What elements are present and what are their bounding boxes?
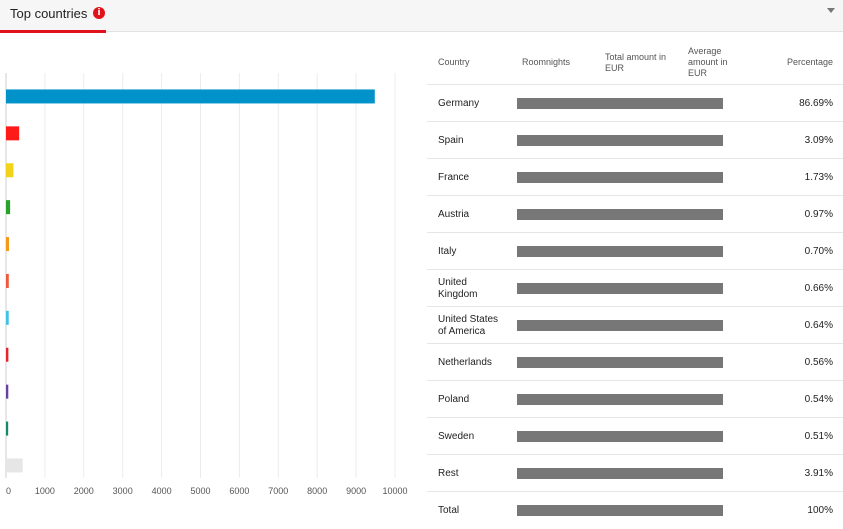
percentage-cell: 3.91%: [804, 468, 833, 479]
redacted-values: [517, 98, 723, 109]
bar-spain[interactable]: [6, 126, 20, 141]
redacted-values: [517, 357, 723, 368]
widget-title: Top countries: [10, 6, 88, 21]
bar-france[interactable]: [6, 163, 14, 178]
column-header-percentage: Percentage: [786, 57, 833, 67]
redacted-values: [517, 431, 723, 442]
bar-united-kingdom[interactable]: [6, 273, 9, 288]
x-tick-label: 3000: [113, 486, 133, 496]
column-header-roomnights: Roomnights: [522, 57, 571, 67]
redacted-values: [517, 468, 723, 479]
bar-germany[interactable]: [6, 89, 375, 104]
table-row: Austria 0.97%: [427, 196, 843, 233]
country-cell: Rest: [438, 467, 459, 479]
x-tick-label: 5000: [190, 486, 210, 496]
percentage-cell: 0.97%: [804, 209, 833, 220]
table-body: Germany 86.69% Spain 3.09% France 1.73% Aus…: [427, 85, 843, 529]
x-tick-label: 8000: [307, 486, 327, 496]
table-row: Netherlands 0.56%: [427, 344, 843, 381]
x-tick-label: 9000: [346, 486, 366, 496]
country-cell: Germany: [438, 97, 480, 109]
percentage-cell: 0.56%: [804, 357, 833, 368]
redacted-values: [517, 320, 723, 331]
percentage-cell: 0.54%: [804, 394, 833, 405]
country-cell: Italy: [438, 245, 457, 257]
column-header-average-amount: Average amount in EUR: [688, 46, 728, 78]
percentage-cell: 0.66%: [804, 283, 833, 294]
x-tick-label: 2000: [74, 486, 94, 496]
table-row: Poland 0.54%: [427, 381, 843, 418]
percentage-cell: 86.69%: [799, 98, 833, 109]
redacted-values: [517, 135, 723, 146]
bar-sweden[interactable]: [6, 421, 9, 436]
country-cell: Netherlands: [438, 356, 492, 368]
bar-chart-svg: 0 1000 2000 3000 4000 5000 6000 7000 8000 9000 100…: [5, 73, 408, 496]
bar-united-states-of-america[interactable]: [6, 310, 9, 325]
bar-italy[interactable]: [6, 237, 9, 252]
bar-rest[interactable]: [6, 458, 23, 473]
country-cell: Poland: [438, 393, 470, 405]
table-row: Italy 0.70%: [427, 233, 843, 270]
tab-top-countries[interactable]: Top countries i: [0, 0, 106, 33]
table-row: United Kingdom 0.66%: [427, 270, 843, 307]
redacted-values: [517, 172, 723, 183]
bar-netherlands[interactable]: [6, 347, 9, 362]
country-cell: France: [438, 171, 470, 183]
widget-header: Top countries i: [0, 0, 843, 33]
country-cell: Austria: [438, 208, 470, 220]
chevron-down-icon[interactable]: [827, 8, 835, 13]
country-cell: Sweden: [438, 430, 475, 442]
table-row: Sweden 0.51%: [427, 418, 843, 455]
redacted-values: [517, 246, 723, 257]
redacted-values: [517, 394, 723, 405]
table-row: United States of America 0.64%: [427, 307, 843, 344]
percentage-cell: 100%: [807, 505, 833, 516]
country-cell: United States of America: [438, 313, 499, 337]
table-row: Spain 3.09%: [427, 122, 843, 159]
info-icon[interactable]: i: [93, 7, 105, 19]
bar-chart: 0 1000 2000 3000 4000 5000 6000 7000 8000 9000 100…: [0, 33, 420, 522]
column-header-country: Country: [438, 57, 470, 67]
redacted-values: [517, 283, 723, 294]
country-cell: Spain: [438, 134, 464, 146]
table-row: Rest 3.91%: [427, 455, 843, 492]
x-tick-label: 4000: [152, 486, 172, 496]
redacted-values: [517, 505, 723, 516]
country-cell: Total: [438, 504, 460, 516]
countries-table: Country Roomnights Total amount in EUR A…: [427, 42, 843, 529]
percentage-cell: 3.09%: [804, 135, 833, 146]
x-tick-label: 10000: [382, 486, 407, 496]
column-header-total-amount: Total amount in EUR: [605, 52, 667, 73]
table-row: France 1.73%: [427, 159, 843, 196]
x-tick-label: 1000: [35, 486, 55, 496]
percentage-cell: 0.70%: [804, 246, 833, 257]
x-tick-label: 0: [6, 486, 11, 496]
redacted-values: [517, 209, 723, 220]
bar-poland[interactable]: [6, 384, 9, 399]
x-tick-label: 7000: [268, 486, 288, 496]
percentage-cell: 0.51%: [804, 431, 833, 442]
percentage-cell: 1.73%: [804, 172, 833, 183]
bar-austria[interactable]: [6, 200, 11, 215]
active-tab-indicator: [0, 30, 106, 33]
country-cell: United Kingdom: [438, 276, 478, 300]
table-row-total: Total 100%: [427, 492, 843, 529]
table-header: Country Roomnights Total amount in EUR A…: [427, 42, 843, 85]
table-row: Germany 86.69%: [427, 85, 843, 122]
percentage-cell: 0.64%: [804, 320, 833, 331]
x-tick-label: 6000: [229, 486, 249, 496]
